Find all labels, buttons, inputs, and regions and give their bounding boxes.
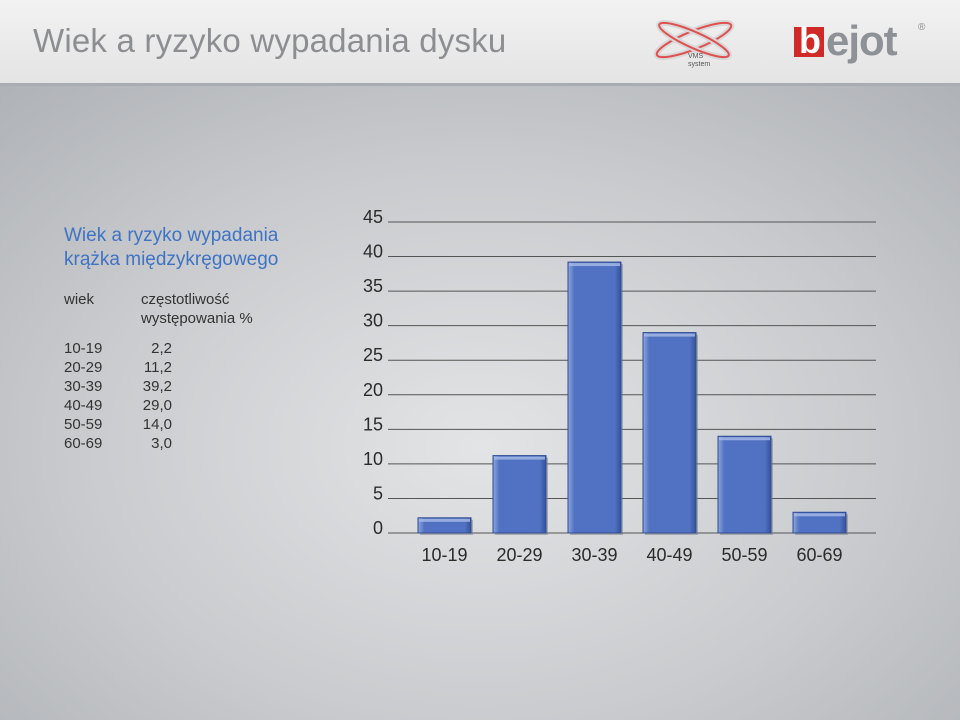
- bar-60-69: [792, 511, 847, 534]
- table-row-age: 20-29: [64, 359, 103, 376]
- vms-logo-text: VMS system: [688, 53, 711, 68]
- y-tick-label: 30: [363, 311, 383, 331]
- vms-system-logo-icon: [653, 19, 735, 61]
- x-category-label: 20-29: [496, 545, 542, 565]
- page-title: Wiek a ryzyko wypadania dysku: [33, 22, 507, 59]
- bar-50-59: [717, 435, 772, 534]
- x-category-label: 30-39: [571, 545, 617, 565]
- y-tick-label: 5: [373, 483, 383, 503]
- y-tick-label: 15: [363, 414, 383, 434]
- bar-30-39: [567, 261, 622, 534]
- y-tick-label: 45: [363, 207, 383, 227]
- x-category-label: 50-59: [721, 545, 767, 565]
- y-tick-label: 0: [373, 518, 383, 538]
- x-category-label: 60-69: [796, 545, 842, 565]
- x-category-label: 40-49: [646, 545, 692, 565]
- column-header-age: wiek: [64, 291, 95, 308]
- bar-20-29: [492, 455, 547, 534]
- table-row-value: 14,0: [142, 416, 172, 433]
- table-row-value: 29,0: [142, 397, 172, 414]
- bar-highlight: [569, 263, 620, 267]
- table-title: Wiek a ryzyko wypadania krążka międzykrę…: [64, 225, 279, 270]
- x-category-label: 10-19: [421, 545, 467, 565]
- bar-highlight: [794, 513, 845, 517]
- table-row-value: 11,2: [143, 359, 172, 376]
- table-row-age: 50-59: [64, 416, 103, 433]
- table-row-age: 60-69: [64, 435, 103, 452]
- bejot-logo-b-block: b: [794, 20, 824, 61]
- brand-logo-text: ejot: [826, 17, 898, 64]
- bar-highlight: [494, 456, 545, 460]
- bar-highlight: [644, 333, 695, 337]
- table-row-value: 2,2: [151, 340, 172, 357]
- y-tick-label: 35: [363, 276, 383, 296]
- y-tick-label: 10: [363, 449, 383, 469]
- y-tick-label: 25: [363, 345, 383, 365]
- y-tick-label: 40: [363, 242, 383, 262]
- table-row-value: 3,0: [151, 435, 172, 452]
- table-row-age: 30-39: [64, 378, 103, 395]
- registered-mark: ®: [918, 22, 926, 33]
- header-bar: Wiek a ryzyko wypadania dysku VMS system…: [0, 0, 960, 86]
- table-row-age: 40-49: [64, 397, 103, 414]
- table-row-age: 10-19: [64, 340, 103, 357]
- y-tick-label: 20: [363, 380, 383, 400]
- column-header-frequency: częstotliwość występowania %: [141, 291, 253, 327]
- bar-highlight: [719, 437, 770, 441]
- bar-highlight: [419, 518, 470, 522]
- table-row-value: 39,2: [142, 378, 172, 395]
- bar-40-49: [642, 332, 697, 534]
